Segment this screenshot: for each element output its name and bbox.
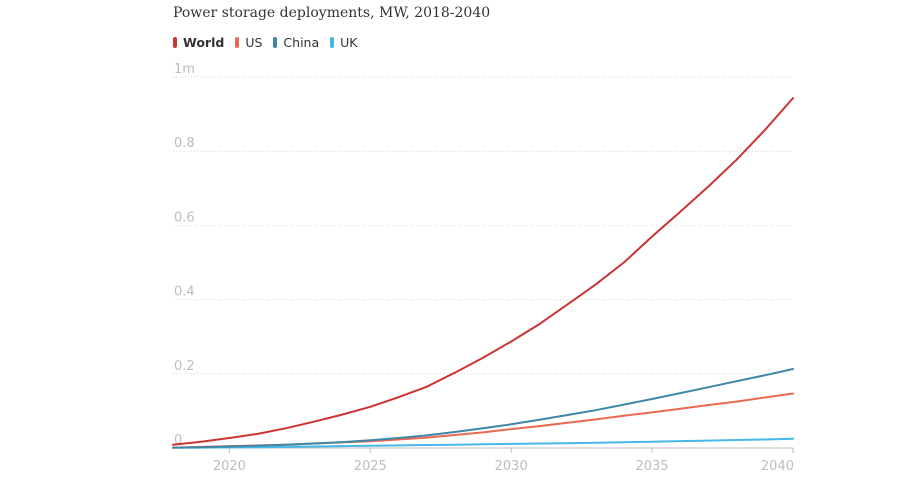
series-line-us [172,392,794,449]
x-tick-label: 2030 [495,459,528,474]
legend: World US China UK [173,35,369,50]
legend-item-world[interactable]: World [173,35,224,50]
y-tick-label: 0.4 [174,285,195,300]
legend-label-us: US [245,35,263,50]
y-tick-label: 0.2 [174,359,195,374]
y-tick-label: 0.6 [174,210,195,225]
legend-label-uk: UK [340,35,358,50]
x-tick-label: 2020 [213,459,246,474]
legend-swatch-uk [330,37,335,48]
legend-item-uk[interactable]: UK [330,35,358,50]
legend-swatch-us [235,37,240,48]
legend-label-world: World [183,35,225,50]
legend-label-china: China [283,35,320,50]
chart-title: Power storage deployments, MW, 2018-2040 [173,5,491,21]
x-tick-label: 2025 [354,459,387,474]
legend-swatch-world [173,37,177,48]
x-tick-label: 2040 [761,459,794,474]
series-line-china [172,368,794,449]
y-tick-label: 0.8 [174,136,195,151]
y-tick-label: 0 [174,433,182,448]
legend-item-us[interactable]: US [235,35,262,50]
series-line-uk [172,437,794,449]
legend-swatch-china [273,37,278,48]
x-tick-label: 2035 [636,459,669,474]
legend-item-china[interactable]: China [273,35,319,50]
y-tick-label: 1m [174,62,195,77]
series-line-world [172,97,794,446]
